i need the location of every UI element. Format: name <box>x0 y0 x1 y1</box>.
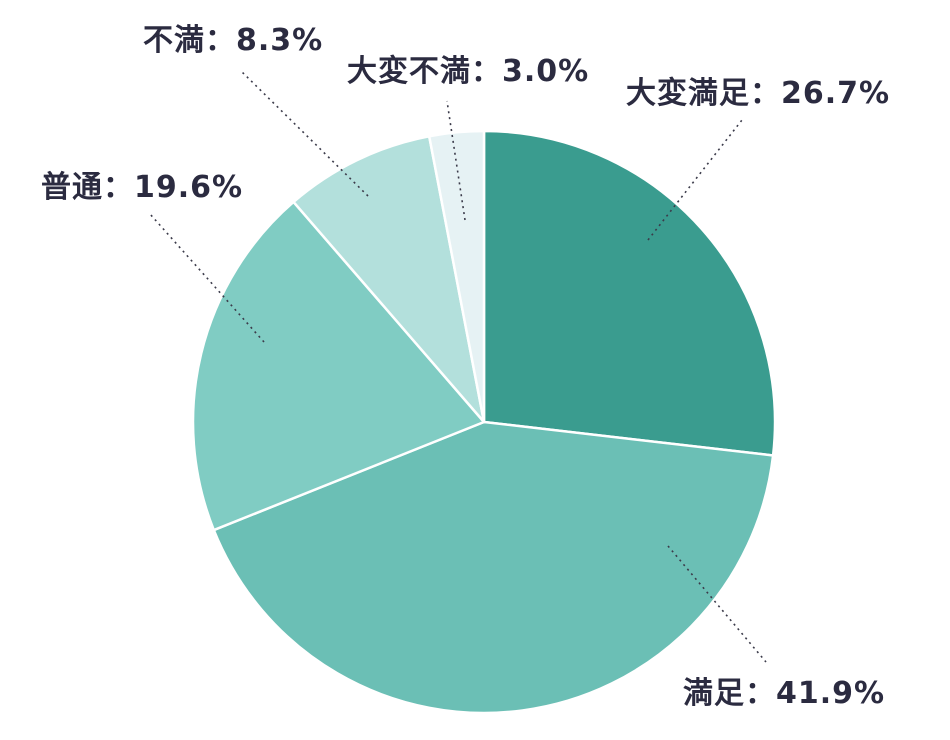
leader-very-satisfied <box>647 119 743 241</box>
pie-slices <box>191 129 777 715</box>
label-satisfied: 満足：41.9% <box>683 676 885 711</box>
slice-neutral <box>191 200 486 532</box>
slice-dissatisfied <box>292 134 486 424</box>
leader-satisfied <box>667 545 767 663</box>
leader-very-dissatisfied <box>446 100 466 221</box>
slice-very-satisfied <box>482 129 777 457</box>
label-neutral: 普通：19.6% <box>41 170 243 205</box>
leader-lines <box>149 69 767 663</box>
leader-neutral <box>149 213 265 343</box>
slice-satisfied <box>212 420 775 715</box>
label-very-satisfied: 大変満足：26.7% <box>626 76 890 111</box>
slice-very-dissatisfied <box>427 129 486 424</box>
label-very-dissatisfied: 大変不満：3.0% <box>347 54 589 89</box>
label-dissatisfied: 不満：8.3% <box>143 23 323 58</box>
